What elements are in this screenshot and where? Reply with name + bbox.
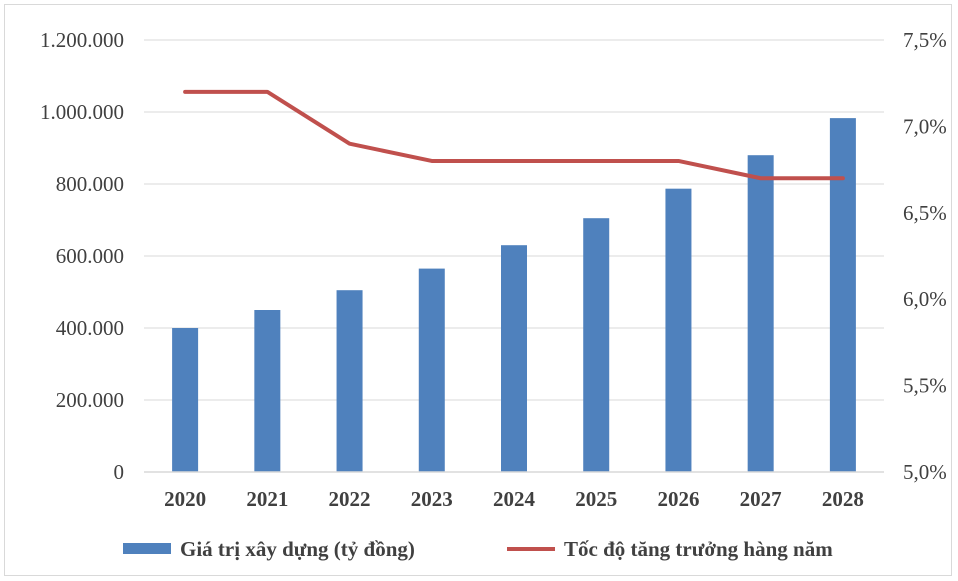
- legend-label-line: Tốc độ tăng trưởng hàng năm: [564, 537, 833, 561]
- left-tick-label: 600.000: [56, 244, 124, 268]
- left-tick-label: 800.000: [56, 172, 124, 196]
- right-tick-label: 5,0%: [903, 460, 947, 484]
- right-tick-label: 6,5%: [903, 201, 947, 225]
- bar: [665, 188, 692, 472]
- x-tick-label: 2026: [657, 487, 699, 511]
- x-tick-label: 2027: [740, 487, 782, 511]
- bar: [254, 310, 281, 472]
- x-tick-label: 2021: [246, 487, 288, 511]
- left-tick-label: 1.200.000: [40, 28, 124, 52]
- bar: [418, 268, 445, 472]
- left-tick-label: 400.000: [56, 316, 124, 340]
- left-tick-label: 1.000.000: [40, 100, 124, 124]
- chart-frame: [4, 4, 952, 576]
- right-tick-label: 5,5%: [903, 374, 947, 398]
- right-axis-tick-labels: 5,0% 5,5% 6,0% 6,5% 7,0% 7,5%: [903, 28, 947, 484]
- line-series: [183, 89, 845, 181]
- growth-line: [183, 89, 845, 181]
- right-tick-label: 6,0%: [903, 287, 947, 311]
- x-tick-label: 2023: [411, 487, 453, 511]
- right-tick-label: 7,0%: [903, 114, 947, 138]
- x-tick-label: 2020: [164, 487, 206, 511]
- x-tick-label: 2025: [575, 487, 617, 511]
- bar: [583, 218, 610, 472]
- bar: [501, 245, 527, 472]
- x-tick-label: 2022: [329, 487, 371, 511]
- bar-series: [172, 118, 856, 473]
- left-tick-label: 200.000: [56, 388, 124, 412]
- x-tick-label: 2024: [493, 487, 536, 511]
- left-tick-label: 0: [114, 460, 125, 484]
- bar: [747, 155, 774, 472]
- right-tick-label: 7,5%: [903, 28, 947, 52]
- bar: [172, 328, 199, 472]
- left-axis-tick-labels: 0 200.000 400.000 600.000 800.000 1.000.000 1.…: [40, 28, 124, 484]
- legend-swatch-bar: [123, 543, 171, 554]
- bar: [829, 118, 856, 473]
- legend: Giá trị xây dựng (tỷ đồng) Tốc độ tăng t…: [123, 537, 833, 561]
- x-tick-label: 2028: [822, 487, 864, 511]
- bar: [336, 290, 363, 472]
- legend-label-bar: Giá trị xây dựng (tỷ đồng): [180, 537, 415, 561]
- x-axis: 2020 2021 2022 2023 2024 2025 2026 2027 2028: [144, 471, 884, 511]
